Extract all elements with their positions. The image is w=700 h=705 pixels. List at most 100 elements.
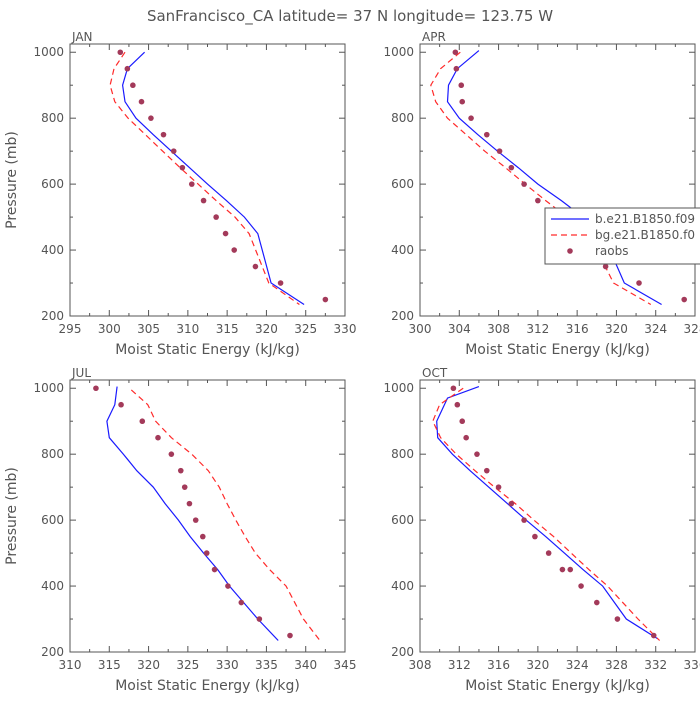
raobs-point (495, 484, 502, 490)
raobs-point (614, 616, 621, 622)
raobs-point (521, 517, 527, 523)
raobs-point (483, 467, 490, 474)
series-line-b (106, 386, 279, 641)
raobs-point (468, 115, 474, 121)
raobs-point (238, 599, 245, 606)
raobs-point (211, 566, 218, 573)
raobs-point (117, 49, 124, 56)
y-tick-label: 600 (391, 513, 414, 527)
raobs-point (199, 533, 206, 540)
raobs-point (459, 418, 466, 425)
x-tick-label: 345 (334, 658, 357, 672)
raobs-point (252, 263, 259, 270)
y-tick-label: 800 (41, 111, 64, 125)
series-line-b (121, 51, 305, 306)
y-tick-label: 400 (391, 243, 414, 257)
panel-apr: 300 304 308 312 316 320 324 328 200 400 600 800 1000… (383, 30, 700, 358)
series-line-b (446, 50, 662, 306)
raobs-point (231, 247, 238, 253)
x-tick-label: 300 (409, 322, 432, 336)
raobs-point (681, 296, 687, 303)
y-tick-label: 1000 (33, 45, 64, 59)
x-tick-label: 320 (255, 322, 278, 336)
figure-title: SanFrancisco_CA latitude= 37 N longitude… (147, 7, 553, 26)
raobs-point (474, 451, 480, 457)
x-tick-label: 330 (216, 658, 239, 672)
raobs-point (459, 98, 466, 105)
raobs-point (93, 385, 99, 392)
panel-label: JUL (71, 366, 91, 380)
legend-swatch-raobs (567, 248, 573, 254)
x-tick-label: 295 (59, 322, 82, 336)
x-tick-label: 332 (644, 658, 667, 672)
x-tick-label: 300 (98, 322, 121, 336)
raobs-point (532, 533, 538, 540)
x-tick-label: 310 (59, 658, 82, 672)
y-tick-label: 600 (41, 177, 64, 191)
raobs-point (256, 616, 263, 622)
raobs-point (192, 517, 199, 523)
y-tick-label: 200 (41, 645, 64, 659)
x-tick-label: 320 (605, 322, 628, 336)
raobs-point (287, 632, 293, 639)
series-line-bg (109, 51, 300, 305)
raobs-point (138, 98, 145, 105)
raobs-point (179, 164, 186, 171)
series-line-bg (432, 387, 661, 641)
raobs-point (322, 296, 329, 303)
panel-label: APR (422, 30, 446, 44)
panel-label: JAN (71, 30, 93, 44)
raobs-point (454, 401, 461, 408)
x-axis-label: Moist Static Energy (kJ/kg) (115, 678, 300, 694)
x-tick-label: 324 (566, 658, 589, 672)
y-tick-label: 600 (41, 513, 64, 527)
x-tick-label: 312 (526, 322, 549, 336)
x-tick-label: 328 (684, 322, 700, 336)
raobs-point (181, 484, 188, 490)
raobs-point (602, 263, 609, 270)
x-tick-label: 308 (409, 658, 432, 672)
legend-label-bg: bg.e21.B1850.f0 (595, 228, 695, 242)
x-tick-label: 340 (294, 658, 317, 672)
y-tick-label: 200 (391, 309, 414, 323)
raobs-point (567, 566, 574, 573)
x-tick-label: 320 (137, 658, 160, 672)
y-tick-label: 1000 (383, 45, 414, 59)
raobs-point (463, 434, 469, 441)
raobs-point (508, 500, 515, 507)
raobs-point (508, 164, 515, 171)
raobs-point (450, 385, 457, 392)
raobs-point (578, 583, 584, 589)
raobs-point (118, 401, 124, 408)
raobs-point (213, 214, 219, 220)
raobs-point (200, 197, 207, 204)
x-axis-label: Moist Static Energy (kJ/kg) (115, 342, 300, 358)
x-tick-label: 325 (176, 658, 199, 672)
y-tick-label: 800 (391, 447, 414, 461)
raobs-point (155, 434, 161, 441)
plot-frame (69, 379, 346, 653)
raobs-point (593, 599, 600, 606)
raobs-point (458, 82, 465, 89)
legend: b.e21.B1850.f09 bg.e21.B1850.f0 raobs (544, 207, 700, 265)
raobs-point (188, 181, 195, 187)
raobs-point (535, 197, 541, 204)
raobs-point (483, 131, 490, 138)
plot-frame (69, 43, 346, 317)
series-line-b (436, 386, 659, 640)
series-line-bg (130, 389, 321, 641)
raobs-point (186, 500, 193, 507)
x-tick-label: 312 (448, 658, 471, 672)
panels: 295 300 305 310 315 320 325 330 200 400 600 800 1000… (4, 30, 700, 694)
y-tick-label: 400 (41, 243, 64, 257)
raobs-point (277, 280, 284, 286)
raobs-point (177, 467, 184, 474)
y-tick-label: 1000 (383, 381, 414, 395)
raobs-point (452, 49, 459, 56)
raobs-point (170, 148, 177, 154)
legend-label-b: b.e21.B1850.f09 (595, 212, 695, 226)
x-tick-label: 316 (487, 658, 510, 672)
panel-jul: 310 315 320 325 330 335 340 345 200 400 600 800 1000… (4, 366, 356, 694)
